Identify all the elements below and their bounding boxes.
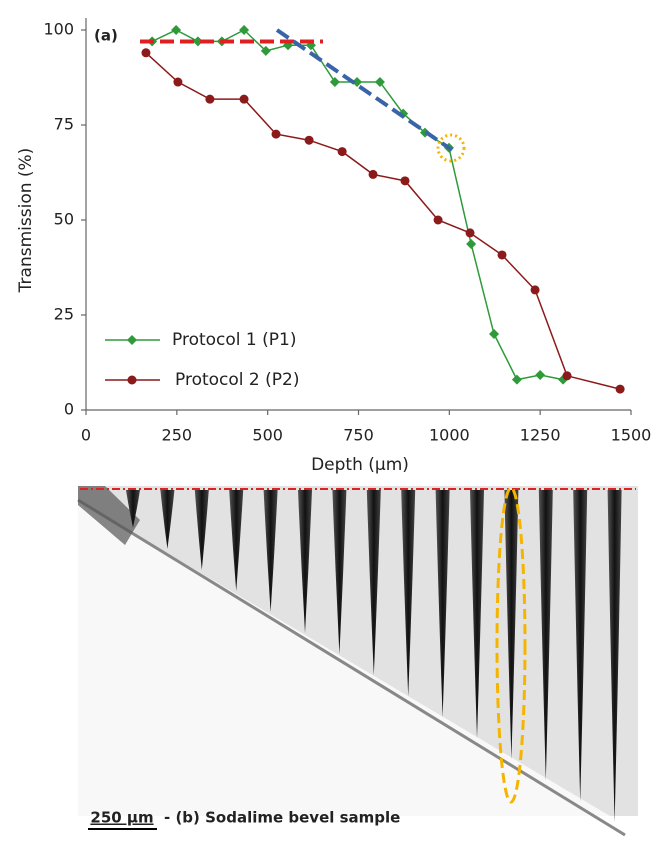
marker <box>352 77 363 88</box>
marker <box>173 77 183 87</box>
marker <box>433 215 443 225</box>
x-tick-label: 500 <box>252 426 283 445</box>
marker <box>535 370 546 381</box>
laser-channel <box>194 490 209 570</box>
marker <box>497 250 507 260</box>
marker <box>141 48 151 58</box>
marker <box>466 238 477 249</box>
y-tick-label: 25 <box>54 305 74 324</box>
laser-channel <box>263 490 278 612</box>
marker <box>374 77 385 88</box>
micrograph <box>77 486 638 837</box>
laser-channel <box>332 490 347 655</box>
legend-label: Protocol 2 (P2) <box>175 370 299 390</box>
laser-channel <box>607 490 622 823</box>
caption: - (b) Sodalime bevel sample <box>164 809 400 827</box>
trend-slope <box>275 28 454 152</box>
marker <box>465 228 475 238</box>
marker <box>239 25 250 35</box>
laser-channel <box>229 490 244 591</box>
x-tick-label: 750 <box>343 426 374 445</box>
marker <box>171 25 182 35</box>
laser-channel <box>401 490 416 697</box>
laser-channel <box>126 490 140 528</box>
scale-bar: 250 µm <box>90 809 153 827</box>
marker <box>511 374 522 385</box>
highlight-ellipse <box>495 486 527 804</box>
marker <box>368 169 378 179</box>
laser-channel <box>470 490 484 739</box>
marker <box>489 329 500 339</box>
marker <box>260 45 271 56</box>
corner-shadow <box>78 486 140 545</box>
x-tick-label: 1500 <box>611 426 652 445</box>
highlight-circle <box>436 133 466 163</box>
laser-channel <box>504 490 519 760</box>
y-axis-label: Transmission (%) <box>16 148 36 294</box>
laser-channel <box>538 490 553 781</box>
panel-label: (a) <box>94 27 118 45</box>
legend-label: Protocol 1 (P1) <box>172 330 296 350</box>
marker <box>205 94 215 104</box>
marker <box>271 129 281 139</box>
laser-channel <box>366 490 381 676</box>
marker <box>400 176 410 186</box>
x-tick-label: 250 <box>162 426 193 445</box>
x-tick-label: 1250 <box>520 426 561 445</box>
marker <box>192 36 203 47</box>
y-tick-label: 0 <box>64 400 74 419</box>
marker <box>329 77 340 88</box>
y-tick-label: 50 <box>54 210 74 229</box>
bevel-line <box>77 498 626 837</box>
laser-channel <box>573 490 588 802</box>
y-tick-label: 100 <box>43 20 74 39</box>
marker <box>127 335 137 345</box>
x-tick-label: 0 <box>81 426 91 445</box>
marker <box>562 371 572 381</box>
y-tick-label: 75 <box>54 115 74 134</box>
marker <box>615 384 625 394</box>
marker <box>337 147 347 157</box>
x-tick-label: 1000 <box>429 426 470 445</box>
marker <box>530 285 540 295</box>
laser-channel <box>160 490 175 549</box>
laser-channel <box>298 490 312 634</box>
marker <box>304 135 314 145</box>
marker <box>239 94 249 104</box>
marker <box>127 375 137 385</box>
x-axis-label: Depth (µm) <box>311 455 409 475</box>
laser-channel <box>435 490 450 718</box>
